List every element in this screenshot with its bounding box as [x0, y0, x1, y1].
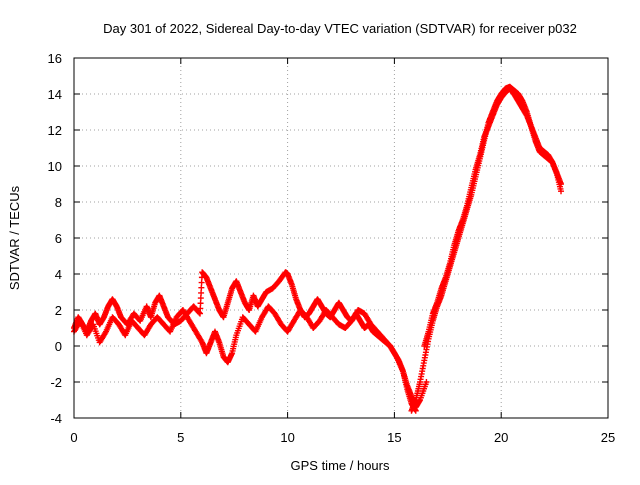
y-tick-label: 10: [48, 159, 62, 174]
x-tick-label: 15: [387, 430, 401, 445]
data-point: [558, 181, 565, 187]
data-point: [197, 310, 204, 317]
data-point: [198, 279, 205, 286]
y-tick-label: -4: [50, 411, 62, 426]
data-points: [71, 83, 565, 414]
y-tick-label: 16: [48, 51, 62, 66]
data-point: [197, 295, 204, 302]
y-tick-label: -2: [50, 375, 62, 390]
chart-title: Day 301 of 2022, Sidereal Day-to-day VTE…: [103, 21, 577, 36]
axis-ticks: 0 5 10 15 20 25 -4 -2 0 2 4 6 8 10 12 14 16: [48, 51, 616, 445]
data-point: [558, 188, 565, 195]
x-tick-label: 5: [177, 430, 184, 445]
y-tick-label: 8: [55, 195, 62, 210]
data-point: [198, 289, 205, 296]
data-point: [196, 309, 203, 316]
y-tick-label: 14: [48, 87, 62, 102]
y-tick-label: 2: [55, 303, 62, 318]
data-point: [423, 379, 430, 385]
data-point: [198, 284, 205, 291]
x-tick-label: 20: [494, 430, 508, 445]
y-tick-label: 0: [55, 339, 62, 354]
data-point: [197, 300, 204, 307]
x-tick-label: 10: [280, 430, 294, 445]
y-tick-label: 4: [55, 267, 62, 282]
y-tick-label: 12: [48, 123, 62, 138]
x-tick-label: 25: [601, 430, 615, 445]
data-point: [197, 305, 204, 312]
x-tick-label: 0: [70, 430, 77, 445]
y-axis-label: SDTVAR / TECUs: [7, 185, 22, 290]
x-axis-label: GPS time / hours: [291, 458, 390, 473]
y-tick-label: 6: [55, 231, 62, 246]
